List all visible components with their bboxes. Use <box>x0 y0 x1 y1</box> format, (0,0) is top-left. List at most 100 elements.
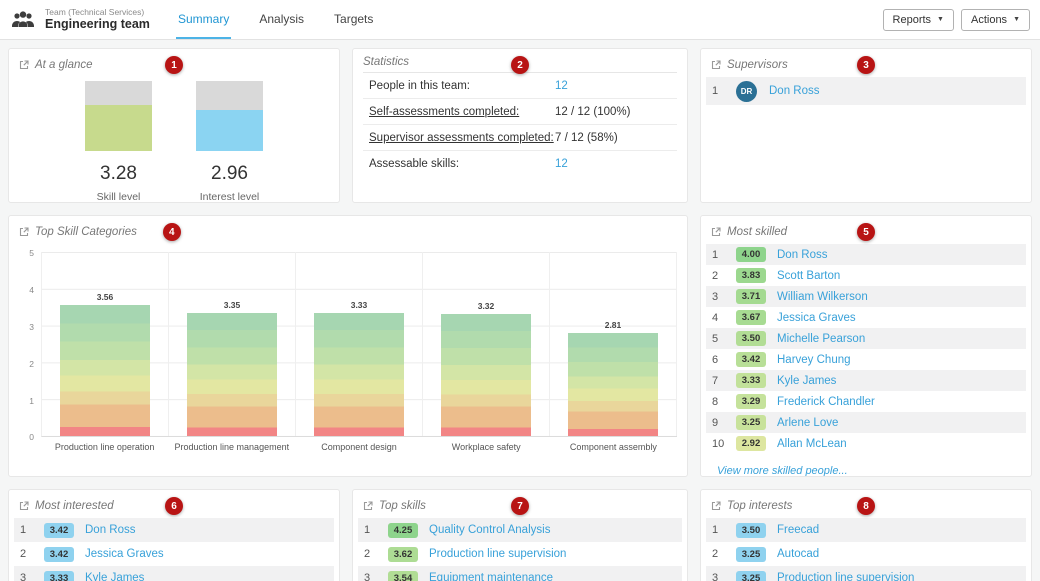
step-marker-3: 3 <box>857 56 875 74</box>
panel-title: Most interested <box>19 498 329 514</box>
view-more-skilled-link[interactable]: View more skilled people... <box>717 465 848 477</box>
person-link[interactable]: Kyle James <box>85 572 145 581</box>
x-axis-label: Component design <box>321 442 397 452</box>
external-link-icon[interactable] <box>19 227 29 237</box>
person-link[interactable]: Don Ross <box>777 248 828 261</box>
step-marker-1: 1 <box>165 56 183 74</box>
gauge-fill <box>85 105 152 151</box>
rank: 2 <box>20 548 27 560</box>
person-link[interactable]: Don Ross <box>85 524 136 536</box>
stat-label: Assessable skills: <box>369 158 460 170</box>
person-link[interactable]: Don Ross <box>769 85 820 97</box>
chart-bar[interactable] <box>567 332 659 436</box>
person-link[interactable]: Harvey Chung <box>777 353 851 366</box>
person-link[interactable]: William Wilkerson <box>777 290 868 303</box>
skill-link[interactable]: Quality Control Analysis <box>429 524 551 536</box>
rank: 9 <box>712 416 719 429</box>
person-row: 1 4.00 Don Ross <box>706 244 1026 265</box>
assessable-skills-link[interactable]: 12 <box>555 158 568 170</box>
panel-most-skilled: 5 Most skilled 1 4.00 Don Ross 2 3.83 <box>700 215 1032 477</box>
most-skilled-list: 1 4.00 Don Ross 2 3.83 Scott Barton 3 3.… <box>706 244 1026 454</box>
rank: 1 <box>712 524 719 536</box>
stat-label: Self-assessments completed: <box>369 105 520 118</box>
interest-level-label: Interest level <box>199 191 260 203</box>
gauge-fill <box>196 109 263 151</box>
interest-link[interactable]: Autocad <box>777 548 820 560</box>
interest-row: 2 3.25 Autocad <box>706 542 1026 566</box>
actions-button[interactable]: Actions <box>960 8 1030 31</box>
supervisors-list: 1 DR Don Ross <box>706 77 1026 105</box>
person-link[interactable]: Michelle Pearson <box>777 332 866 345</box>
person-link[interactable]: Arlene Love <box>777 416 839 429</box>
panel-title-text: Top interests <box>727 500 793 512</box>
person-row: 1 3.42 Don Ross <box>14 518 334 542</box>
rank: 1 <box>20 524 27 536</box>
stat-row-people: People in this team: 12 <box>363 73 677 99</box>
avatar: DR <box>736 80 757 102</box>
chart-column: 3.33 <box>296 252 423 436</box>
chart-bar[interactable] <box>313 313 405 436</box>
interest-link[interactable]: Production line supervision <box>777 572 915 581</box>
top-interests-list: 1 3.50 Freecad 2 3.25 Autocad 3 3.25 Pro… <box>706 518 1026 581</box>
stat-row-assessable-skills: Assessable skills: 12 <box>363 151 677 177</box>
score-badge: 3.42 <box>44 546 74 562</box>
chart-column: 3.56 <box>42 252 169 436</box>
supervisor-row: 1 DR Don Ross <box>706 77 1026 105</box>
panel-at-a-glance: 1 At a glance 3.28 Skill level 2. <box>8 48 340 203</box>
score-badge: 3.33 <box>44 570 74 581</box>
score-badge: 3.83 <box>736 268 766 283</box>
person-link[interactable]: Frederick Chandler <box>777 395 875 408</box>
interest-link[interactable]: Freecad <box>777 524 820 536</box>
person-link[interactable]: Kyle James <box>777 374 837 387</box>
team-titles: Team (Technical Services) Engineering te… <box>45 7 150 33</box>
main-tabs: Summary Analysis Targets <box>176 0 375 39</box>
score-badge: 2.92 <box>736 436 766 451</box>
panel-title-text: Supervisors <box>727 59 788 71</box>
x-axis-label: Production line operation <box>54 442 155 452</box>
rank: 2 <box>712 548 719 560</box>
panel-supervisors: 3 Supervisors 1 DR Don Ross <box>700 48 1032 203</box>
person-link[interactable]: Scott Barton <box>777 269 841 282</box>
external-link-icon[interactable] <box>19 60 29 70</box>
external-link-icon[interactable] <box>711 227 721 237</box>
tab-summary[interactable]: Summary <box>176 0 232 39</box>
bar-value-label: 3.32 <box>477 300 495 311</box>
panel-title-text: Top Skill Categories <box>35 226 137 238</box>
external-link-icon[interactable] <box>711 501 721 511</box>
skill-link[interactable]: Equipment maintenance <box>429 572 554 581</box>
most-interested-list: 1 3.42 Don Ross 2 3.42 Jessica Graves 3 … <box>14 518 334 581</box>
x-axis-label: Component assembly <box>569 442 657 452</box>
tab-analysis[interactable]: Analysis <box>259 11 305 26</box>
rank: 1 <box>712 85 719 97</box>
external-link-icon[interactable] <box>19 501 29 511</box>
person-link[interactable]: Jessica Graves <box>85 548 164 560</box>
rank: 3 <box>712 290 719 303</box>
chart-y-axis: 5 4 3 2 1 0 <box>19 248 41 442</box>
person-link[interactable]: Allan McLean <box>777 437 847 450</box>
header-actions: Reports Actions <box>882 8 1030 31</box>
chart-bar[interactable] <box>186 312 278 436</box>
gauge-track <box>85 81 152 151</box>
interest-level-gauge: 2.96 Interest level <box>196 81 263 203</box>
panel-title: Supervisors <box>711 57 1021 73</box>
skill-link[interactable]: Production line supervision <box>429 548 567 560</box>
external-link-icon[interactable] <box>363 501 373 511</box>
interest-level-value: 2.96 <box>211 163 248 184</box>
y-tick: 4 <box>29 285 34 295</box>
tab-targets[interactable]: Targets <box>334 11 374 26</box>
chart-bar[interactable] <box>59 305 151 436</box>
person-link[interactable]: Jessica Graves <box>777 311 856 324</box>
y-tick: 2 <box>29 359 34 369</box>
score-badge: 3.54 <box>388 570 418 581</box>
chart-x-axis-labels: Production line operation Production lin… <box>41 442 677 452</box>
reports-button[interactable]: Reports <box>882 8 954 31</box>
rank: 4 <box>712 311 719 324</box>
external-link-icon[interactable] <box>711 60 721 70</box>
stat-label: Supervisor assessments completed: <box>369 131 554 144</box>
chart-bar[interactable] <box>440 313 532 436</box>
people-count-link[interactable]: 12 <box>555 79 568 92</box>
person-row: 2 3.42 Jessica Graves <box>14 542 334 566</box>
step-marker-2: 2 <box>511 56 529 74</box>
score-badge: 3.25 <box>736 546 766 562</box>
skill-level-value: 3.28 <box>100 163 137 184</box>
